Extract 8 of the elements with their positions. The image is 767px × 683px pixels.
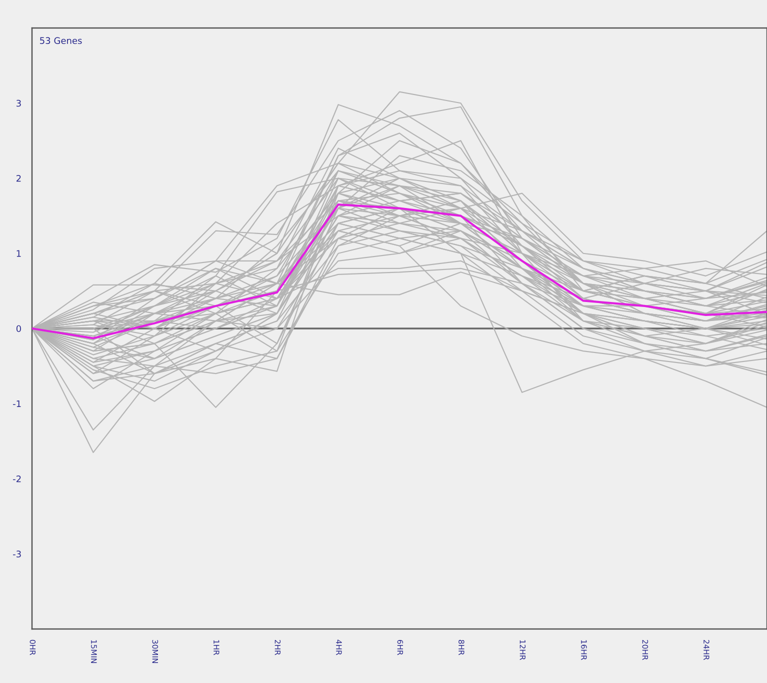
- y-tick-label: 1: [16, 250, 21, 257]
- y-tick-label: -3: [13, 550, 21, 558]
- annotation: 53 Genes: [40, 37, 82, 44]
- y-tick-label: -1: [13, 400, 21, 408]
- y-tick-label: 2: [16, 174, 21, 182]
- y-tick-label: 3: [16, 100, 21, 107]
- y-tick-label: -2: [13, 475, 21, 482]
- y-tick-label: 0: [16, 325, 21, 332]
